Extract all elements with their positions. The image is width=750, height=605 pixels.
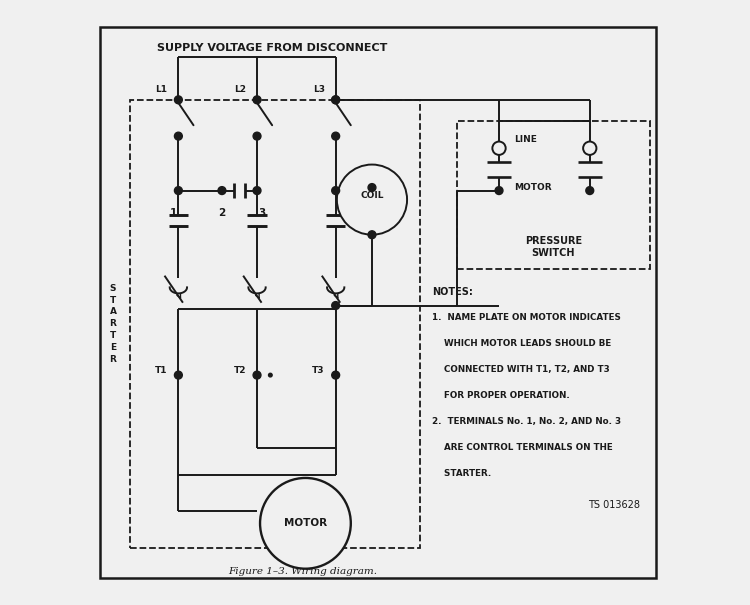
Circle shape — [586, 186, 594, 195]
Bar — [130, 100, 420, 548]
Circle shape — [337, 165, 407, 235]
Circle shape — [253, 96, 261, 104]
Circle shape — [218, 186, 226, 195]
Circle shape — [495, 186, 503, 195]
Circle shape — [175, 96, 182, 104]
Circle shape — [368, 231, 376, 239]
Text: TS 013628: TS 013628 — [588, 500, 640, 510]
Text: S
T
A
R
T
E
R: S T A R T E R — [110, 284, 116, 364]
Text: L3: L3 — [313, 85, 325, 94]
Circle shape — [253, 371, 261, 379]
Text: 2: 2 — [218, 208, 226, 218]
Text: T2: T2 — [234, 366, 246, 374]
Text: SUPPLY VOLTAGE FROM DISCONNECT: SUPPLY VOLTAGE FROM DISCONNECT — [157, 44, 387, 53]
Text: COIL: COIL — [360, 191, 384, 200]
Circle shape — [253, 132, 261, 140]
Text: ARE CONTROL TERMINALS ON THE: ARE CONTROL TERMINALS ON THE — [433, 443, 614, 453]
Bar — [457, 121, 650, 269]
Text: PRESSURE
SWITCH: PRESSURE SWITCH — [525, 236, 582, 258]
Text: WHICH MOTOR LEADS SHOULD BE: WHICH MOTOR LEADS SHOULD BE — [433, 339, 612, 348]
Text: Figure 1–3. Wiring diagram.: Figure 1–3. Wiring diagram. — [228, 567, 377, 576]
Text: MOTOR: MOTOR — [514, 183, 552, 192]
Text: 2.  TERMINALS No. 1, No. 2, AND No. 3: 2. TERMINALS No. 1, No. 2, AND No. 3 — [433, 417, 622, 427]
Circle shape — [332, 371, 340, 379]
Circle shape — [253, 186, 261, 195]
Circle shape — [175, 186, 182, 195]
Text: 3: 3 — [258, 208, 266, 218]
Circle shape — [332, 96, 340, 104]
Text: 1.  NAME PLATE ON MOTOR INDICATES: 1. NAME PLATE ON MOTOR INDICATES — [433, 313, 621, 322]
Text: 1: 1 — [170, 208, 177, 218]
Text: L1: L1 — [155, 85, 167, 94]
Circle shape — [583, 142, 596, 155]
Text: NOTES:: NOTES: — [433, 287, 473, 298]
Text: T1: T1 — [155, 366, 167, 374]
Circle shape — [332, 96, 340, 104]
Text: L2: L2 — [234, 85, 246, 94]
Circle shape — [268, 373, 272, 377]
Circle shape — [332, 132, 340, 140]
Circle shape — [260, 478, 351, 569]
Text: STARTER.: STARTER. — [433, 469, 492, 479]
Circle shape — [332, 301, 340, 309]
Text: FOR PROPER OPERATION.: FOR PROPER OPERATION. — [433, 391, 570, 401]
Circle shape — [332, 186, 340, 195]
Circle shape — [175, 132, 182, 140]
Text: MOTOR: MOTOR — [284, 518, 327, 528]
Circle shape — [175, 371, 182, 379]
Circle shape — [492, 142, 506, 155]
Text: T3: T3 — [312, 366, 325, 374]
Circle shape — [368, 183, 376, 191]
Text: CONNECTED WITH T1, T2, AND T3: CONNECTED WITH T1, T2, AND T3 — [433, 365, 610, 374]
Text: LINE: LINE — [514, 135, 537, 143]
